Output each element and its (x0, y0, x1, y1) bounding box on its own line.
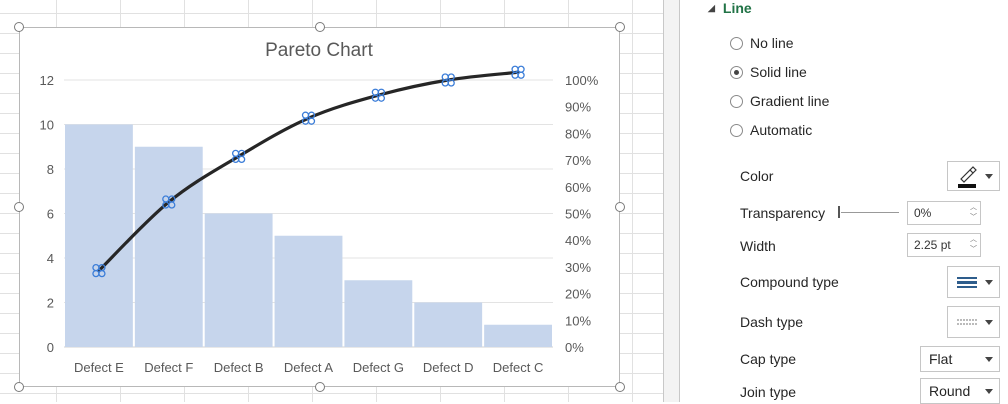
transparency-slider-thumb[interactable] (838, 206, 840, 218)
bar[interactable] (65, 124, 133, 348)
x-tick-label: Defect E (74, 360, 124, 375)
radio-label: Solid line (750, 64, 807, 80)
cap-type-label: Cap type (740, 351, 797, 367)
section-title: Line (722, 0, 752, 16)
compound-lines-icon (957, 277, 977, 288)
line-point-selection-marker[interactable] (371, 88, 386, 102)
resize-handle-right[interactable] (615, 202, 625, 212)
line-point-selection-marker[interactable] (511, 65, 525, 79)
y-right-tick-label: 50% (565, 207, 591, 222)
y-left-tick-label: 12 (40, 73, 54, 88)
y-right-tick-label: 40% (565, 233, 591, 248)
x-tick-label: Defect C (493, 360, 544, 375)
dash-type-label: Dash type (740, 314, 804, 330)
color-label: Color (740, 168, 774, 184)
x-tick-label: Defect A (284, 360, 333, 375)
color-picker-button[interactable] (947, 161, 1000, 191)
bar[interactable] (204, 213, 273, 348)
dash-type-dropdown[interactable] (947, 306, 1000, 338)
y-left-tick-label: 8 (47, 162, 54, 177)
radio-automatic[interactable]: Automatic (730, 120, 812, 140)
transparency-spinner[interactable]: 0% ︿ ﹀ (907, 201, 981, 225)
spin-arrows-icon[interactable]: ︿ ﹀ (970, 204, 977, 221)
radio-no-line[interactable]: No line (730, 33, 794, 53)
radio-label: Automatic (750, 122, 813, 138)
cumulative-line[interactable] (97, 70, 520, 273)
y-right-tick-label: 0% (565, 340, 584, 355)
radio-button[interactable] (730, 123, 743, 137)
radio-solid-line[interactable]: Solid line (730, 62, 807, 82)
resize-handle-left[interactable] (14, 202, 24, 212)
transparency-value: 0% (914, 206, 932, 220)
radio-button[interactable] (730, 65, 743, 79)
x-tick-label: Defect B (214, 360, 264, 375)
radio-label: Gradient line (750, 93, 830, 109)
compound-type-label: Compound type (740, 274, 839, 290)
y-right-tick-label: 80% (565, 126, 591, 141)
pareto-chart[interactable]: Pareto Chart 0 2 4 6 8 10 12 0% 10% 20% 30% 40% 50%… (19, 27, 620, 387)
chevron-down-icon (985, 320, 993, 325)
transparency-label: Transparency (740, 205, 826, 221)
join-type-value: Round (929, 383, 971, 399)
chevron-down-icon (985, 174, 993, 179)
x-tick-label: Defect G (353, 360, 404, 375)
resize-handle-top[interactable] (315, 22, 325, 32)
y-left-tick-label: 0 (47, 340, 54, 355)
y-right-tick-label: 60% (565, 180, 591, 195)
line-point-selection-marker[interactable] (92, 263, 106, 278)
dash-pattern-icon (957, 319, 977, 325)
radio-button[interactable] (730, 36, 743, 50)
y-right-tick-label: 100% (565, 73, 599, 88)
bar[interactable] (274, 235, 343, 347)
y-left-tick-label: 4 (47, 251, 54, 266)
resize-handle-top-right[interactable] (615, 22, 625, 32)
y-right-tick-label: 70% (565, 153, 591, 168)
chevron-down-icon (985, 389, 993, 394)
y-right-tick-label: 20% (565, 287, 591, 302)
bar[interactable] (134, 146, 203, 347)
x-tick-label: Defect F (144, 360, 193, 375)
join-type-dropdown[interactable]: Round (920, 378, 1000, 404)
collapse-triangle-icon[interactable]: ◢ (708, 2, 715, 13)
chart-plot: Pareto Chart 0 2 4 6 8 10 12 0% 10% 20% 30% 40% 50%… (40, 40, 599, 375)
y-right-tick-label: 10% (565, 313, 591, 328)
y-right-tick-label: 30% (565, 260, 591, 275)
resize-handle-bottom[interactable] (315, 382, 325, 392)
resize-handle-bottom-left[interactable] (14, 382, 24, 392)
bar[interactable] (414, 302, 483, 348)
chevron-down-icon (985, 280, 993, 285)
line-point-selection-marker[interactable] (231, 149, 246, 164)
format-pane: ◢ Line No line Solid line Gradient line … (680, 0, 1008, 404)
transparency-slider-track[interactable] (841, 212, 899, 213)
chevron-down-icon (985, 357, 993, 362)
pen-color-icon (958, 166, 977, 188)
y-left-tick-label: 2 (47, 296, 54, 311)
resize-handle-bottom-right[interactable] (615, 382, 625, 392)
line-point-selection-marker[interactable] (162, 195, 176, 209)
y-left-tick-label: 6 (47, 207, 54, 222)
cap-type-dropdown[interactable]: Flat (920, 346, 1000, 372)
line-point-selection-marker[interactable] (441, 73, 455, 87)
resize-handle-top-left[interactable] (14, 22, 24, 32)
line-point-selection-marker[interactable] (301, 111, 316, 125)
radio-button[interactable] (730, 94, 743, 108)
spin-arrows-icon[interactable]: ︿ ﹀ (970, 236, 977, 253)
pane-divider[interactable] (663, 0, 680, 402)
join-type-label: Join type (740, 384, 797, 400)
compound-type-dropdown[interactable] (947, 266, 1000, 298)
bar[interactable] (484, 324, 552, 347)
width-label: Width (740, 238, 776, 254)
radio-label: No line (750, 35, 794, 51)
y-left-tick-label: 10 (40, 118, 54, 133)
y-right-tick-label: 90% (565, 100, 591, 115)
chart-title: Pareto Chart (265, 40, 373, 61)
width-value: 2.25 pt (914, 238, 951, 252)
x-tick-label: Defect D (423, 360, 474, 375)
cap-type-value: Flat (929, 351, 953, 367)
bar[interactable] (344, 280, 413, 347)
width-spinner[interactable]: 2.25 pt ︿ ﹀ (907, 233, 981, 257)
radio-gradient-line[interactable]: Gradient line (730, 91, 829, 111)
line-section-header[interactable]: ◢ Line (708, 0, 752, 16)
